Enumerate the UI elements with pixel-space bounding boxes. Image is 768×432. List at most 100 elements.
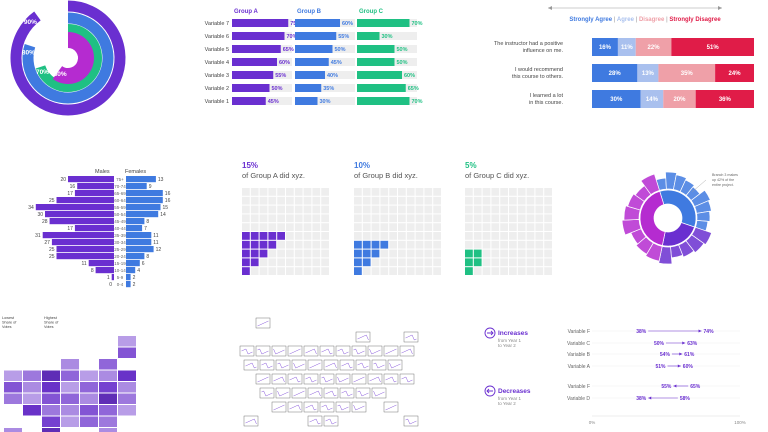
dumbbell-value-label: 74% [704,329,715,335]
map-tile [99,370,117,381]
waffle-cell [424,223,433,231]
dumbbell-row-label: Variable F [568,329,590,335]
multiple-frame [255,345,271,357]
male-bar [74,190,114,197]
sparkline [293,390,305,397]
waffle-cell [303,223,312,231]
waffle-cell [277,188,285,196]
map-tile [42,393,60,404]
waffle-cell [509,205,517,214]
likert-segment [592,90,641,108]
waffle-cell [312,232,321,240]
waffle-cell [433,258,441,267]
bar-value-label: 70% [412,99,423,105]
multiple-frame [355,359,371,371]
map-tile [42,428,60,432]
waffle-cell [371,267,380,275]
male-value-label: 8 [91,268,94,274]
sparkline [257,320,269,327]
bar [295,97,318,105]
multiple-frame [255,373,271,385]
waffle-cell [473,249,482,258]
multiple-frame [399,373,415,385]
waffle-cell [242,205,250,214]
sparkline [321,404,333,411]
waffle-cell [277,267,285,275]
male-bar [88,260,114,267]
waffle-cell [509,267,517,275]
legend-item: | [612,17,617,23]
waffle-cell [491,214,500,223]
waffle-cell [259,205,268,214]
multiple-frame [287,401,303,413]
bar [232,45,281,53]
waffle-cell [389,240,397,249]
male-value-label: 25 [49,254,55,260]
waffle-cell [465,223,473,231]
male-value-label: 11 [81,261,86,267]
dumbbell-section-sub: to Year 2 [498,401,516,406]
waffle-cell [312,223,321,231]
waffle-cell [250,232,259,240]
male-bar [35,204,114,211]
bar [232,58,277,66]
sunburst-inner-segment [639,190,666,246]
waffle-cell [509,196,517,205]
waffle-cell [286,214,294,223]
bar [357,58,395,66]
waffle-cell [415,205,424,214]
sparkline [241,348,253,355]
map-tile [80,393,98,404]
waffle-cell [294,205,303,214]
map-tile [99,416,117,427]
sparkline [305,348,317,355]
sparkline [309,362,321,369]
waffle-cell [424,196,433,205]
waffle-cell [398,240,406,249]
waffle-cell [500,214,508,223]
map-legend-label: Share of [44,321,59,325]
likert-value-label: 28% [609,71,622,77]
map-tile [4,370,22,381]
waffle-cell [286,188,294,196]
waffle-cell [535,267,544,275]
dumbbell-section-sub: from Year 1 [498,338,522,343]
map-tile [118,382,136,393]
bar-value-label: 55% [275,73,286,79]
bar-category-label: Variable 2 [205,86,229,92]
male-value-label: 17 [67,226,73,232]
age-label: 20-24 [114,254,126,259]
waffle-cell [380,267,389,275]
waffle-cell [517,205,526,214]
dumbbell-section-title: Decreases [498,388,531,395]
likert-row-label: I would recommend [515,67,563,73]
dumbbell-value-label: 63% [687,341,698,347]
waffle-cell [250,267,259,275]
waffle-cell [312,205,321,214]
bar [357,45,395,53]
waffle-cell [389,267,397,275]
female-value-label: 13 [158,177,164,183]
female-value-label: 8 [146,219,149,225]
radial-arc-d [52,32,94,84]
waffle-cell [380,205,389,214]
waffle-cell [491,223,500,231]
female-value-label: 2 [133,275,136,281]
likert-value-label: 20% [673,97,686,103]
multiple-frame [319,401,335,413]
bar-value-label: 70% [287,34,298,40]
waffle-cell [294,258,303,267]
waffle-cell [526,258,535,267]
likert-value-label: 30% [610,97,623,103]
legend-item: Disagree [639,17,665,23]
waffle-cell [415,188,424,196]
waffle-cell [398,196,406,205]
waffle-cell [491,258,500,267]
waffle-cell [406,196,415,205]
sparkline [273,376,285,383]
female-value-label: 16 [165,191,171,197]
waffle-cell [362,249,371,258]
multiple-frame [319,373,335,385]
